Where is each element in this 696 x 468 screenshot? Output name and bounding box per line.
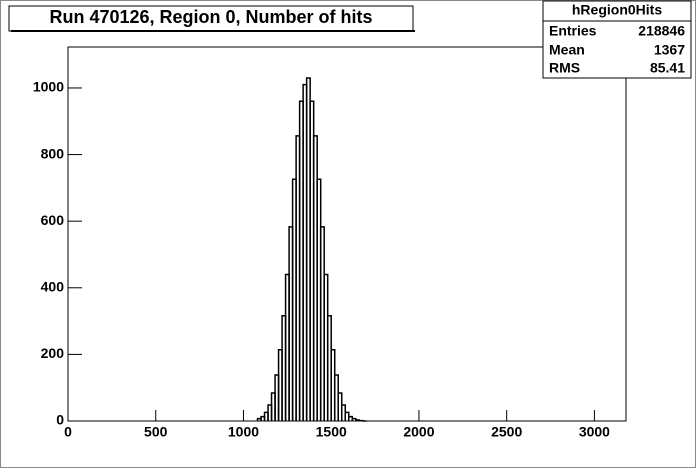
y-tick-label: 400	[41, 278, 65, 294]
x-tick-label: 2500	[491, 424, 522, 440]
x-tick-label: 3000	[579, 424, 610, 440]
stats-value: 85.41	[650, 60, 685, 76]
title-box	[8, 5, 414, 32]
stats-value: 218846	[638, 23, 685, 39]
x-tick-label: 500	[144, 424, 168, 440]
stats-label: Mean	[549, 42, 585, 58]
x-tick-label: 2000	[403, 424, 434, 440]
stats-title: hRegion0Hits	[572, 2, 662, 18]
plot-frame	[67, 46, 627, 422]
y-tick-label: 0	[56, 412, 64, 428]
x-tick-label: 1500	[316, 424, 347, 440]
stats-frame	[542, 0, 692, 79]
y-tick-label: 1000	[33, 79, 64, 95]
x-tick-label: 1000	[228, 424, 259, 440]
y-tick-label: 800	[41, 145, 65, 161]
y-tick-label: 200	[41, 345, 65, 361]
stats-label: Entries	[549, 23, 597, 39]
stats-label: RMS	[549, 60, 580, 76]
y-tick-label: 600	[41, 212, 65, 228]
chart-title: Run 470126, Region 0, Number of hits	[49, 7, 372, 27]
stats-value: 1367	[654, 42, 685, 58]
x-tick-label: 0	[64, 424, 72, 440]
stats-box: hRegion0Hits Entries 218846 Mean 1367 RM…	[542, 0, 692, 79]
